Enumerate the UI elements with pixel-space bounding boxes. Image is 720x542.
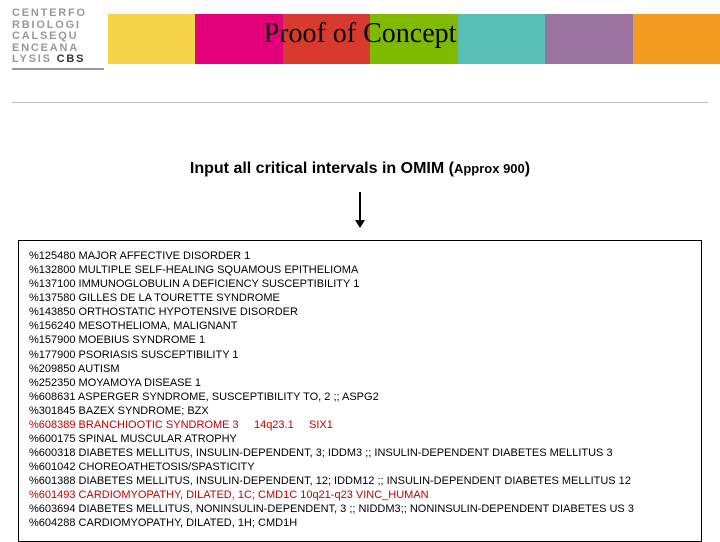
omim-row: %137580 GILLES DE LA TOURETTE SYNDROME: [29, 291, 691, 305]
omim-row: %252350 MOYAMOYA DISEASE 1: [29, 376, 691, 390]
caption-prefix: Input all critical intervals in OMIM (: [190, 160, 454, 177]
caption-suffix: ): [525, 160, 530, 177]
color-segment: [633, 14, 720, 64]
header: CENTERFO RBIOLOGI CALSEQU ENCEANA LYSIS …: [0, 0, 720, 78]
caption-approx: Approx 900: [454, 161, 525, 176]
omim-row: %600318 DIABETES MELLITUS, INSULIN-DEPEN…: [29, 446, 691, 460]
color-segment: [283, 14, 370, 64]
logo-line: LYSIS: [12, 53, 52, 65]
omim-row: %601042 CHOREOATHETOSIS/SPASTICITY: [29, 460, 691, 474]
color-bar: [108, 14, 720, 64]
omim-row: %608631 ASPERGER SYNDROME, SUSCEPTIBILIT…: [29, 390, 691, 404]
omim-row: %157900 MOEBIUS SYNDROME 1: [29, 333, 691, 347]
omim-row: %137100 IMMUNOGLOBULIN A DEFICIENCY SUSC…: [29, 277, 691, 291]
color-segment: [195, 14, 282, 64]
logo-bold: CBS: [57, 53, 86, 65]
down-arrow-icon: [353, 190, 367, 235]
omim-row: %156240 MESOTHELIOMA, MALIGNANT: [29, 319, 691, 333]
omim-row: %601493 CARDIOMYOPATHY, DILATED, 1C; CMD…: [29, 488, 691, 502]
omim-row: %177900 PSORIASIS SUSCEPTIBILITY 1: [29, 348, 691, 362]
omim-listing: %125480 MAJOR AFFECTIVE DISORDER 1%13280…: [18, 240, 702, 542]
logo-line: CALSEQU: [12, 30, 78, 42]
logo-line: CENTERFO: [12, 7, 87, 19]
omim-row: %125480 MAJOR AFFECTIVE DISORDER 1: [29, 249, 691, 263]
omim-row: %301845 BAZEX SYNDROME; BZX: [29, 404, 691, 418]
cbs-logo: CENTERFO RBIOLOGI CALSEQU ENCEANA LYSIS …: [12, 8, 104, 70]
color-segment: [370, 14, 457, 64]
omim-row: %132800 MULTIPLE SELF-HEALING SQUAMOUS E…: [29, 263, 691, 277]
omim-row: %601388 DIABETES MELLITUS, INSULIN-DEPEN…: [29, 474, 691, 488]
logo-line: RBIOLOGI: [12, 19, 81, 31]
caption: Input all critical intervals in OMIM (Ap…: [0, 160, 720, 178]
color-segment: [458, 14, 545, 64]
color-segment: [545, 14, 632, 64]
omim-row: %604288 CARDIOMYOPATHY, DILATED, 1H; CMD…: [29, 516, 691, 530]
color-segment: [108, 14, 195, 64]
omim-row: %143850 ORTHOSTATIC HYPOTENSIVE DISORDER: [29, 305, 691, 319]
omim-row: %600175 SPINAL MUSCULAR ATROPHY: [29, 432, 691, 446]
omim-row: %603694 DIABETES MELLITUS, NONINSULIN-DE…: [29, 502, 691, 516]
omim-row: %608389 BRANCHIOOTIC SYNDROME 3 14q23.1 …: [29, 418, 691, 432]
divider: [12, 102, 708, 103]
logo-line: ENCEANA: [12, 42, 79, 54]
omim-row: %209850 AUTISM: [29, 362, 691, 376]
